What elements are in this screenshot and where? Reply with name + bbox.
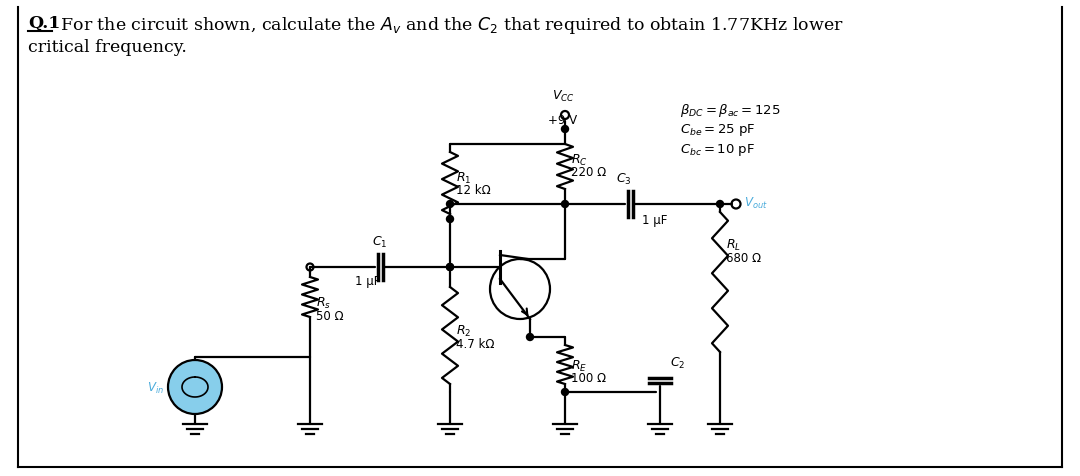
Text: $\beta_{DC} = \beta_{ac} = 125$: $\beta_{DC} = \beta_{ac} = 125$ — [680, 102, 781, 119]
Text: $R_C$: $R_C$ — [571, 152, 588, 167]
Text: 1 μF: 1 μF — [355, 275, 380, 288]
Text: For the circuit shown, calculate the $A_v$ and the $C_2$ that required to obtain: For the circuit shown, calculate the $A_… — [55, 15, 843, 36]
Text: critical frequency.: critical frequency. — [28, 39, 187, 56]
Circle shape — [716, 201, 724, 208]
Circle shape — [562, 126, 568, 133]
Circle shape — [446, 201, 454, 208]
Circle shape — [446, 264, 454, 271]
Circle shape — [446, 264, 454, 271]
Text: $R_1$: $R_1$ — [456, 170, 471, 186]
Text: $C_{be} = 25$ pF: $C_{be} = 25$ pF — [680, 122, 756, 138]
Text: +9 V: +9 V — [549, 113, 578, 126]
Text: $C_1$: $C_1$ — [373, 234, 388, 249]
Text: $V_{in}$: $V_{in}$ — [147, 380, 164, 395]
Text: $C_{bc} = 10$ pF: $C_{bc} = 10$ pF — [680, 142, 755, 158]
Text: $V_{CC}$: $V_{CC}$ — [552, 89, 575, 104]
Circle shape — [168, 360, 222, 414]
Text: $V_{out}$: $V_{out}$ — [744, 195, 768, 210]
Text: 680 Ω: 680 Ω — [726, 252, 761, 265]
Circle shape — [562, 389, 568, 396]
Text: 220 Ω: 220 Ω — [571, 166, 606, 179]
Text: 12 kΩ: 12 kΩ — [456, 184, 490, 197]
Text: $C_2$: $C_2$ — [670, 355, 686, 370]
Circle shape — [562, 201, 568, 208]
Text: Q.1: Q.1 — [28, 15, 60, 32]
Circle shape — [446, 216, 454, 223]
Text: $R_s$: $R_s$ — [316, 295, 332, 310]
Text: 4.7 kΩ: 4.7 kΩ — [456, 337, 495, 350]
Text: $R_2$: $R_2$ — [456, 323, 471, 338]
Text: $R_L$: $R_L$ — [726, 237, 741, 252]
Text: 100 Ω: 100 Ω — [571, 372, 606, 385]
Text: $R_E$: $R_E$ — [571, 357, 588, 373]
Circle shape — [527, 334, 534, 341]
Text: $C_3$: $C_3$ — [617, 171, 632, 187]
Text: 50 Ω: 50 Ω — [316, 309, 343, 322]
Text: 1 μF: 1 μF — [642, 214, 667, 227]
